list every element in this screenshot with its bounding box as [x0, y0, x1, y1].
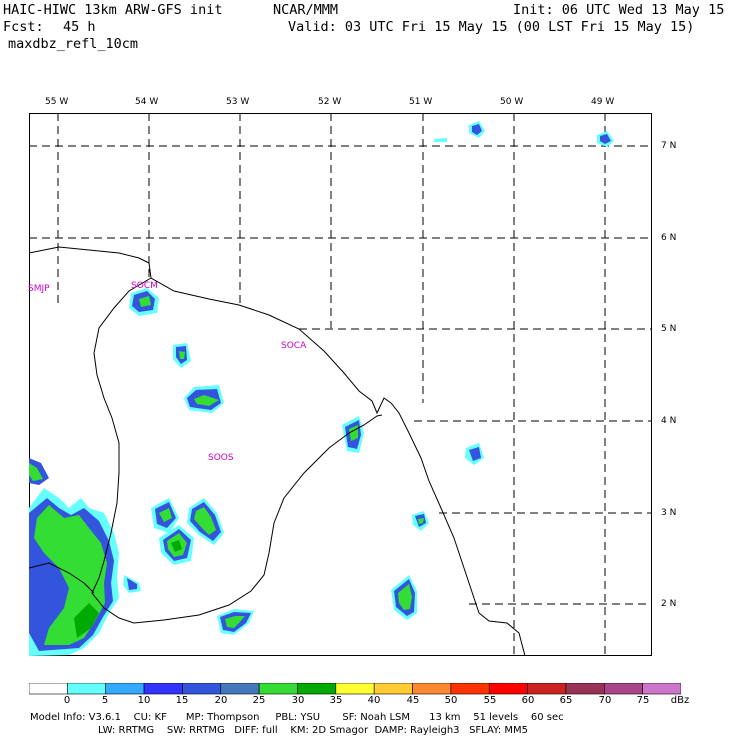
map-frame [29, 113, 652, 656]
reflectivity-cell [472, 124, 482, 135]
colorbar-level: 70 [598, 695, 612, 706]
country-border [29, 562, 95, 594]
colorbar-swatch [143, 683, 183, 695]
colorbar-level: 5 [101, 695, 109, 706]
reflectivity-cell [600, 134, 611, 144]
colorbar-level: 65 [559, 695, 573, 706]
colorbar-level: 75 [636, 695, 650, 706]
station-label: SOCM [131, 281, 158, 291]
colorbar-level: 20 [214, 695, 228, 706]
model-title: HAIC-HIWC 13km ARW-GFS init [3, 2, 223, 18]
reflectivity-cell [225, 616, 245, 628]
reflectivity-cell [127, 578, 137, 590]
lat-tick: 2 N [661, 599, 677, 609]
reflectivity-cell [74, 603, 99, 638]
forecast-hour: 45 h [63, 19, 96, 35]
valid-time: Valid: 03 UTC Fri 15 May 15 (00 LST Fri … [288, 19, 695, 35]
colorbar-swatch [412, 683, 452, 695]
colorbar-unit: dBz [670, 695, 690, 706]
colorbar [29, 683, 681, 695]
colorbar-level: 55 [483, 695, 497, 706]
colorbar-level: 15 [175, 695, 189, 706]
lon-tick: 55 W [45, 97, 69, 107]
lat-tick: 7 N [661, 141, 677, 151]
reflectivity-cell [434, 138, 447, 142]
country-border [91, 277, 383, 624]
colorbar-swatch [29, 683, 68, 695]
coast-line [29, 246, 526, 656]
field-name: maxdbz_refl_10cm [8, 36, 139, 52]
colorbar-level: 25 [252, 695, 266, 706]
colorbar-swatch [105, 683, 145, 695]
lat-tick: 4 N [661, 416, 677, 426]
colorbar-level: 45 [406, 695, 420, 706]
model-org: NCAR/MMM [273, 2, 339, 18]
lon-tick: 53 W [226, 97, 250, 107]
reflectivity-cell [29, 463, 43, 481]
colorbar-swatch [67, 683, 106, 695]
reflectivity-cell [398, 584, 412, 610]
lon-tick: 54 W [135, 97, 159, 107]
station-label: SOOS [208, 453, 234, 463]
coastline [29, 246, 526, 656]
reflectivity-cell [159, 508, 172, 522]
station-label: SMJP [28, 284, 50, 294]
reflectivity-cell [418, 518, 424, 524]
lat-tick: 3 N [661, 508, 677, 518]
colorbar-swatch [565, 683, 605, 695]
colorbar-swatch [603, 683, 643, 695]
lon-tick: 52 W [318, 97, 342, 107]
colorbar-swatch [488, 683, 528, 695]
colorbar-swatch [220, 683, 260, 695]
colorbar-swatch [642, 683, 681, 695]
colorbar-level: 30 [291, 695, 305, 706]
reflectivity-cell [194, 395, 219, 406]
lat-tick: 5 N [661, 324, 677, 334]
model-info-line1: Model Info: V3.6.1 CU: KF MP: Thompson P… [30, 712, 564, 723]
colorbar-swatch [182, 683, 222, 695]
lat-lon-grid [29, 113, 652, 656]
colorbar-level: 10 [137, 695, 151, 706]
colorbar-swatch [297, 683, 337, 695]
colorbar-swatch [258, 683, 298, 695]
reflectivity-cell [171, 540, 182, 552]
model-info-line2: LW: RRTMG SW: RRTMG DIFF: full KM: 2D Sm… [98, 725, 528, 736]
colorbar-level: 50 [444, 695, 458, 706]
reflectivity-cell [194, 507, 216, 535]
lon-tick: 49 W [591, 97, 615, 107]
colorbar-swatch [373, 683, 413, 695]
colorbar-level: 40 [367, 695, 381, 706]
forecast-label: Fcst: [3, 19, 44, 35]
colorbar-swatch [527, 683, 567, 695]
init-time: Init: 06 UTC Wed 13 May 15 [513, 2, 725, 18]
colorbar-swatch [335, 683, 375, 695]
reflectivity-map [29, 113, 652, 656]
lon-tick: 50 W [500, 97, 524, 107]
colorbar-swatch [450, 683, 490, 695]
reflectivity-cell [469, 447, 481, 461]
reflectivity-cell [179, 351, 185, 359]
colorbar-level: 35 [329, 695, 343, 706]
colorbar-level: 60 [521, 695, 535, 706]
reflectivity-cell [139, 296, 151, 307]
lon-tick: 51 W [409, 97, 433, 107]
station-label: SOCA [281, 341, 307, 351]
colorbar-level: 0 [63, 695, 71, 706]
lat-tick: 6 N [661, 233, 677, 243]
